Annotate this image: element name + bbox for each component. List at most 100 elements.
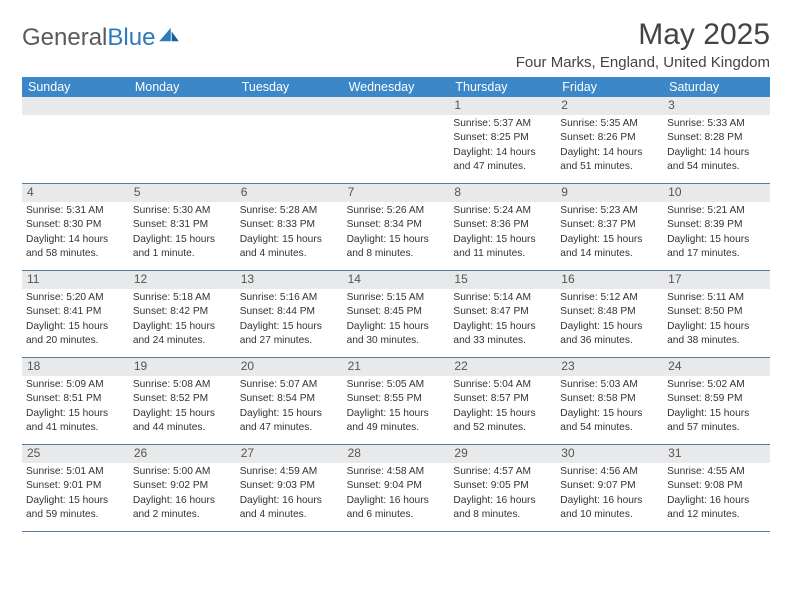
- daylight-text: and 2 minutes.: [133, 508, 232, 521]
- logo: GeneralBlue: [22, 24, 180, 52]
- daylight-text: Daylight: 15 hours: [240, 233, 339, 246]
- location: Four Marks, England, United Kingdom: [516, 54, 770, 71]
- day-cell: 27Sunrise: 4:59 AMSunset: 9:03 PMDayligh…: [236, 445, 343, 531]
- sunset-text: Sunset: 9:07 PM: [560, 479, 659, 492]
- day-cell: 7Sunrise: 5:26 AMSunset: 8:34 PMDaylight…: [343, 184, 450, 270]
- day-number: [236, 97, 343, 115]
- day-number: 23: [556, 358, 663, 376]
- day-number: 3: [663, 97, 770, 115]
- day-cell: 23Sunrise: 5:03 AMSunset: 8:58 PMDayligh…: [556, 358, 663, 444]
- daylight-text: and 10 minutes.: [560, 508, 659, 521]
- day-cell: 20Sunrise: 5:07 AMSunset: 8:54 PMDayligh…: [236, 358, 343, 444]
- day-cell: [129, 97, 236, 183]
- daylight-text: Daylight: 15 hours: [560, 233, 659, 246]
- sunset-text: Sunset: 8:39 PM: [667, 218, 766, 231]
- daylight-text: and 33 minutes.: [453, 334, 552, 347]
- daylight-text: Daylight: 15 hours: [26, 407, 125, 420]
- sunrise-text: Sunrise: 5:35 AM: [560, 117, 659, 130]
- daylight-text: Daylight: 16 hours: [667, 494, 766, 507]
- daylight-text: and 51 minutes.: [560, 160, 659, 173]
- sunset-text: Sunset: 8:28 PM: [667, 131, 766, 144]
- daylight-text: Daylight: 15 hours: [667, 407, 766, 420]
- sunrise-text: Sunrise: 5:24 AM: [453, 204, 552, 217]
- day-cell: 18Sunrise: 5:09 AMSunset: 8:51 PMDayligh…: [22, 358, 129, 444]
- daylight-text: Daylight: 16 hours: [560, 494, 659, 507]
- daylight-text: and 4 minutes.: [240, 508, 339, 521]
- day-cell: [343, 97, 450, 183]
- day-cell: 4Sunrise: 5:31 AMSunset: 8:30 PMDaylight…: [22, 184, 129, 270]
- daylight-text: Daylight: 14 hours: [453, 146, 552, 159]
- day-cell: 8Sunrise: 5:24 AMSunset: 8:36 PMDaylight…: [449, 184, 556, 270]
- day-header-cell: Wednesday: [343, 77, 450, 97]
- sunrise-text: Sunrise: 4:57 AM: [453, 465, 552, 478]
- daylight-text: and 8 minutes.: [453, 508, 552, 521]
- daylight-text: and 44 minutes.: [133, 421, 232, 434]
- sunset-text: Sunset: 8:26 PM: [560, 131, 659, 144]
- daylight-text: and 54 minutes.: [560, 421, 659, 434]
- day-cell: 1Sunrise: 5:37 AMSunset: 8:25 PMDaylight…: [449, 97, 556, 183]
- sunrise-text: Sunrise: 5:12 AM: [560, 291, 659, 304]
- daylight-text: and 54 minutes.: [667, 160, 766, 173]
- sunset-text: Sunset: 8:41 PM: [26, 305, 125, 318]
- sunset-text: Sunset: 9:02 PM: [133, 479, 232, 492]
- sunset-text: Sunset: 9:04 PM: [347, 479, 446, 492]
- day-number: 1: [449, 97, 556, 115]
- day-number: 26: [129, 445, 236, 463]
- day-cell: 29Sunrise: 4:57 AMSunset: 9:05 PMDayligh…: [449, 445, 556, 531]
- sunrise-text: Sunrise: 5:09 AM: [26, 378, 125, 391]
- sunrise-text: Sunrise: 5:00 AM: [133, 465, 232, 478]
- day-cell: 10Sunrise: 5:21 AMSunset: 8:39 PMDayligh…: [663, 184, 770, 270]
- day-number: 30: [556, 445, 663, 463]
- sunrise-text: Sunrise: 5:23 AM: [560, 204, 659, 217]
- day-cell: 2Sunrise: 5:35 AMSunset: 8:26 PMDaylight…: [556, 97, 663, 183]
- daylight-text: and 47 minutes.: [453, 160, 552, 173]
- day-cell: 31 Sunrise: 4:55 AMSunset: 9:08 PM Dayligh…: [663, 445, 770, 531]
- day-number: 20: [236, 358, 343, 376]
- week-row: 18Sunrise: 5:09 AMSunset: 8:51 PMDayligh…: [22, 358, 770, 445]
- daylight-text: Daylight: 16 hours: [347, 494, 446, 507]
- day-number: [343, 97, 450, 115]
- logo-word-2: Blue: [107, 24, 155, 51]
- sunset-text: Sunset: 8:58 PM: [560, 392, 659, 405]
- day-number: 13: [236, 271, 343, 289]
- day-number: 19: [129, 358, 236, 376]
- logo-sail-icon: [158, 27, 180, 43]
- week-row: 1Sunrise: 5:37 AMSunset: 8:25 PMDaylight…: [22, 97, 770, 184]
- daylight-text: and 49 minutes.: [347, 421, 446, 434]
- daylight-text: Daylight: 14 hours: [26, 233, 125, 246]
- sunset-text: Sunset: 8:50 PM: [667, 305, 766, 318]
- sunrise-text: Sunrise: 5:15 AM: [347, 291, 446, 304]
- day-number: 29: [449, 445, 556, 463]
- daylight-text: Daylight: 15 hours: [240, 407, 339, 420]
- day-cell: 21Sunrise: 5:05 AMSunset: 8:55 PMDayligh…: [343, 358, 450, 444]
- day-number: 24: [663, 358, 770, 376]
- month-title: May 2025: [516, 18, 770, 52]
- day-number: 31: [663, 445, 770, 463]
- day-cell: 9Sunrise: 5:23 AMSunset: 8:37 PMDaylight…: [556, 184, 663, 270]
- daylight-text: Daylight: 15 hours: [560, 320, 659, 333]
- day-number: 2: [556, 97, 663, 115]
- sunrise-text: Sunrise: 5:16 AM: [240, 291, 339, 304]
- sunset-text: Sunset: 8:54 PM: [240, 392, 339, 405]
- sunset-text: Sunset: 8:44 PM: [240, 305, 339, 318]
- week-row: 4Sunrise: 5:31 AMSunset: 8:30 PMDaylight…: [22, 184, 770, 271]
- week-row: 11Sunrise: 5:20 AMSunset: 8:41 PMDayligh…: [22, 271, 770, 358]
- daylight-text: Daylight: 15 hours: [347, 407, 446, 420]
- day-header-cell: Tuesday: [236, 77, 343, 97]
- sunset-text: Sunset: 9:08 PM: [667, 479, 766, 492]
- day-cell: 28Sunrise: 4:58 AMSunset: 9:04 PMDayligh…: [343, 445, 450, 531]
- day-cell: 13Sunrise: 5:16 AMSunset: 8:44 PMDayligh…: [236, 271, 343, 357]
- sunrise-text: Sunrise: 5:31 AM: [26, 204, 125, 217]
- sunrise-text: Sunrise: 4:55 AM: [667, 465, 766, 478]
- sunset-text: Sunset: 8:59 PM: [667, 392, 766, 405]
- daylight-text: Daylight: 15 hours: [26, 494, 125, 507]
- sunset-text: Sunset: 8:30 PM: [26, 218, 125, 231]
- sunset-text: Sunset: 9:03 PM: [240, 479, 339, 492]
- daylight-text: and 11 minutes.: [453, 247, 552, 260]
- daylight-text: Daylight: 15 hours: [667, 233, 766, 246]
- daylight-text: Daylight: 15 hours: [560, 407, 659, 420]
- day-cell: 30Sunrise: 4:56 AMSunset: 9:07 PMDayligh…: [556, 445, 663, 531]
- daylight-text: and 17 minutes.: [667, 247, 766, 260]
- day-cell: 5Sunrise: 5:30 AMSunset: 8:31 PMDaylight…: [129, 184, 236, 270]
- daylight-text: and 36 minutes.: [560, 334, 659, 347]
